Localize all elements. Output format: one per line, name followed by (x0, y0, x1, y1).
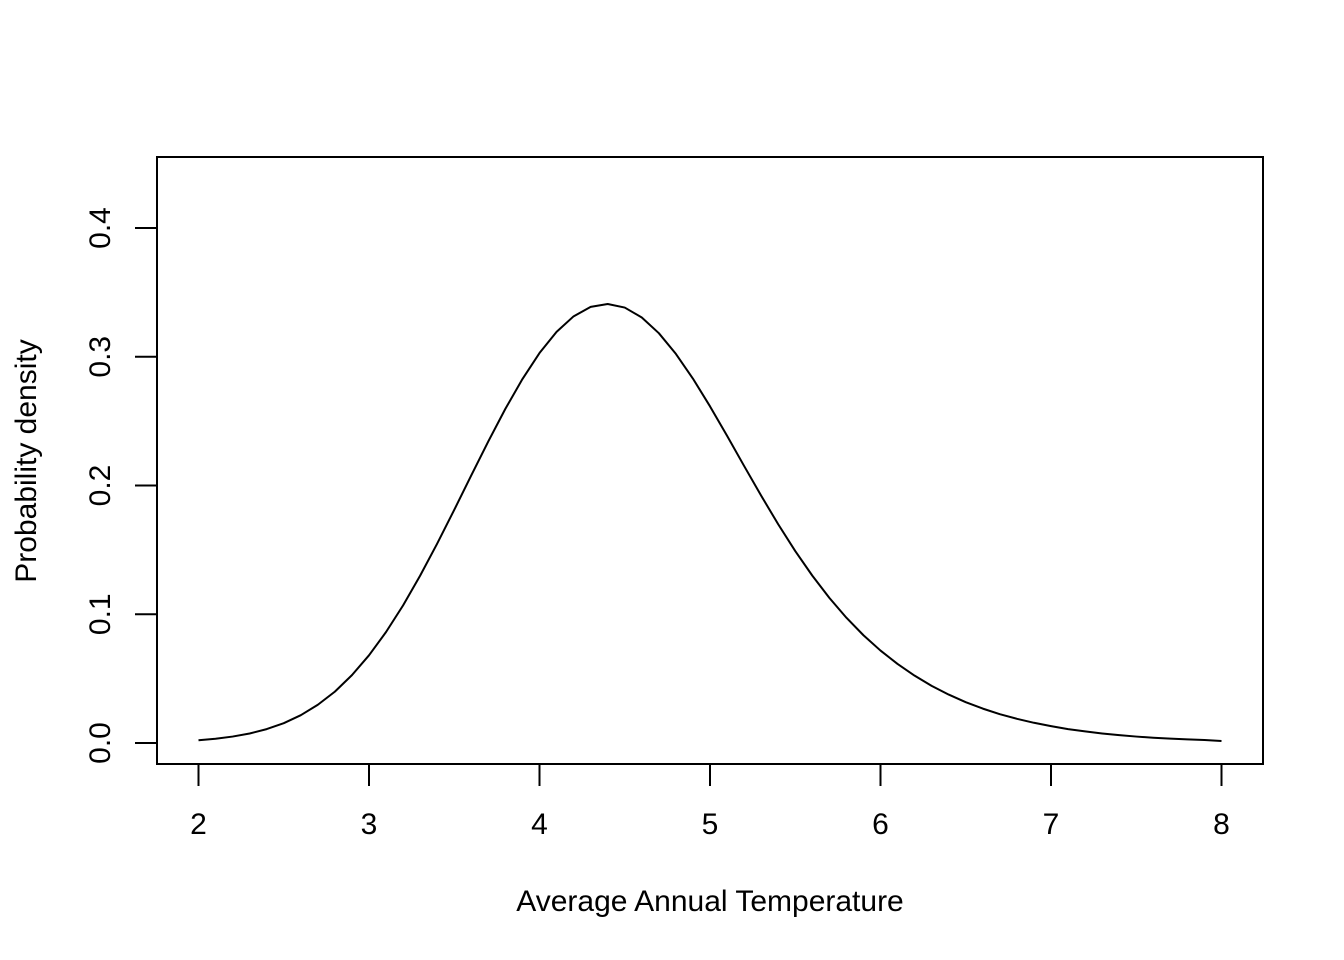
x-tick-label: 5 (702, 808, 719, 841)
x-tick-label: 2 (190, 808, 207, 841)
y-tick-label: 0.1 (84, 593, 117, 635)
x-axis: 2 3 4 5 6 7 8 (190, 763, 1230, 841)
x-tick-label: 7 (1043, 808, 1060, 841)
y-tick-label: 0.2 (84, 465, 117, 507)
density-curve (198, 302, 1222, 742)
y-tick-label: 0.0 (84, 722, 117, 764)
plot-frame (156, 156, 1264, 765)
x-tick-label: 6 (872, 808, 889, 841)
y-axis-title: Probability density (10, 339, 43, 582)
x-tick-label: 3 (361, 808, 378, 841)
x-tick-label: 4 (531, 808, 548, 841)
y-axis: 0.0 0.1 0.2 0.3 0.4 (84, 207, 158, 764)
series-layer (198, 302, 1222, 742)
y-tick-label: 0.4 (84, 207, 117, 249)
x-axis-title: Average Annual Temperature (516, 885, 904, 918)
x-tick-label: 8 (1213, 808, 1230, 841)
y-tick-label: 0.3 (84, 336, 117, 378)
